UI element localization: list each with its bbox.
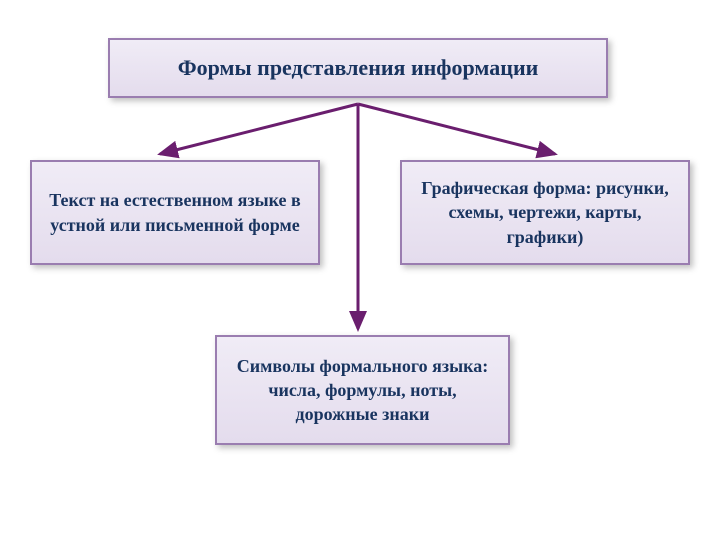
bottom-label: Символы формального языка: числа, формул… <box>231 354 494 427</box>
root-node: Формы представления информации <box>108 38 608 98</box>
edge-root-left <box>160 104 358 154</box>
bottom-node: Символы формального языка: числа, формул… <box>215 335 510 445</box>
right-label: Графическая форма: рисунки, схемы, черте… <box>416 176 674 249</box>
root-label: Формы представления информации <box>178 55 539 81</box>
left-node: Текст на естественном языке в устной или… <box>30 160 320 265</box>
edge-root-right <box>358 104 555 154</box>
left-label: Текст на естественном языке в устной или… <box>46 188 304 237</box>
right-node: Графическая форма: рисунки, схемы, черте… <box>400 160 690 265</box>
